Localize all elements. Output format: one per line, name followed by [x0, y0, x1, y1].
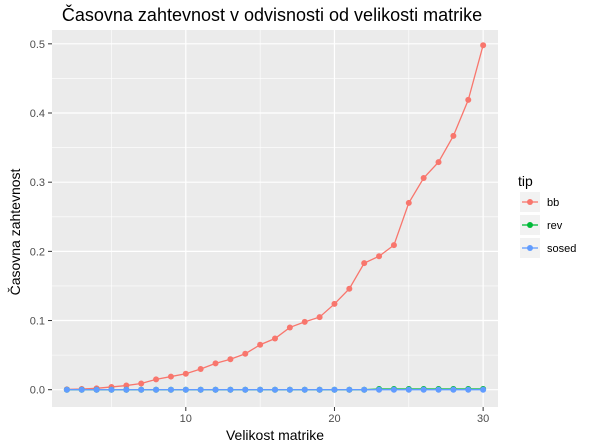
- data-point-bb: [361, 260, 368, 267]
- x-axis-title: Velikost matrike: [226, 427, 324, 443]
- data-point-sosed: [286, 386, 293, 393]
- y-tick-label: 0.4: [30, 108, 45, 120]
- data-point-bb: [242, 350, 249, 357]
- data-point-sosed: [480, 386, 487, 393]
- chart-title: Časovna zahtevnost v odvisnosti od velik…: [62, 4, 482, 25]
- data-point-bb: [376, 253, 383, 260]
- data-point-bb: [435, 159, 442, 166]
- data-point-bb: [316, 314, 323, 321]
- data-point-sosed: [93, 386, 100, 393]
- data-point-sosed: [301, 386, 308, 393]
- legend-key-point: [527, 222, 533, 228]
- data-point-bb: [390, 242, 397, 249]
- x-tick-label: 30: [477, 413, 489, 425]
- y-tick-label: 0.1: [30, 316, 45, 328]
- y-tick-label: 0.0: [30, 385, 45, 397]
- data-point-sosed: [227, 386, 234, 393]
- data-point-bb: [167, 373, 174, 380]
- data-point-sosed: [108, 386, 115, 393]
- data-point-bb: [123, 382, 130, 389]
- data-point-sosed: [63, 386, 70, 393]
- data-point-bb: [272, 335, 278, 342]
- series-layer: [63, 42, 487, 393]
- series-sosed: [63, 386, 487, 393]
- legend-item-sosed: sosed: [520, 238, 576, 258]
- data-point-sosed: [138, 386, 145, 393]
- data-point-sosed: [361, 386, 368, 393]
- data-point-bb: [138, 380, 145, 387]
- data-point-sosed: [331, 386, 338, 393]
- data-point-bb: [480, 42, 487, 49]
- y-axis-title: Časovna zahtevnost: [7, 168, 23, 295]
- data-point-sosed: [376, 386, 383, 393]
- data-point-bb: [405, 199, 412, 206]
- data-point-bb: [227, 356, 234, 363]
- data-point-bb: [286, 324, 293, 331]
- x-tick-label: 20: [328, 413, 340, 425]
- data-point-sosed: [420, 386, 427, 393]
- legend-label-sosed: sosed: [547, 243, 576, 255]
- data-point-sosed: [465, 386, 472, 393]
- data-point-sosed: [212, 386, 219, 393]
- x-tick-label: 10: [180, 413, 192, 425]
- data-point-bb: [197, 365, 204, 372]
- legend-title: tip: [518, 173, 533, 189]
- data-point-sosed: [316, 386, 323, 393]
- minor-gridlines: [52, 30, 498, 407]
- data-point-sosed: [346, 386, 353, 393]
- data-point-bb: [301, 318, 308, 325]
- data-point-sosed: [123, 386, 130, 393]
- data-point-bb: [450, 132, 457, 139]
- data-point-sosed: [435, 386, 442, 393]
- data-point-sosed: [450, 386, 457, 393]
- data-point-bb: [346, 285, 353, 292]
- data-point-bb: [331, 300, 338, 307]
- data-point-bb: [153, 376, 160, 383]
- legend: tip bb rev sosed: [518, 173, 576, 258]
- data-point-sosed: [197, 386, 204, 393]
- y-tick-label: 0.5: [30, 39, 45, 51]
- data-point-sosed: [257, 386, 264, 393]
- legend-key-point: [527, 199, 533, 205]
- y-tick-label: 0.2: [30, 246, 45, 258]
- legend-label-bb: bb: [547, 197, 559, 209]
- data-point-sosed: [153, 386, 160, 393]
- data-point-bb: [420, 175, 427, 182]
- data-point-sosed: [182, 386, 189, 393]
- plot-panel: [52, 30, 498, 407]
- data-point-sosed: [405, 386, 412, 393]
- legend-label-rev: rev: [547, 220, 563, 232]
- data-point-bb: [257, 341, 264, 348]
- data-point-sosed: [167, 386, 174, 393]
- legend-item-bb: bb: [520, 192, 559, 212]
- data-point-sosed: [242, 386, 249, 393]
- legend-item-rev: rev: [520, 215, 563, 235]
- data-point-sosed: [272, 386, 278, 393]
- data-point-sosed: [78, 386, 85, 393]
- data-point-sosed: [390, 386, 397, 393]
- data-point-bb: [182, 370, 189, 377]
- y-tick-label: 0.3: [30, 177, 45, 189]
- axis-ticks: 10 20 30 0.0 0.1 0.2 0.3 0.4 0.5: [30, 39, 490, 425]
- legend-key-point: [527, 245, 533, 251]
- data-point-bb: [465, 96, 472, 103]
- data-point-bb: [212, 360, 219, 367]
